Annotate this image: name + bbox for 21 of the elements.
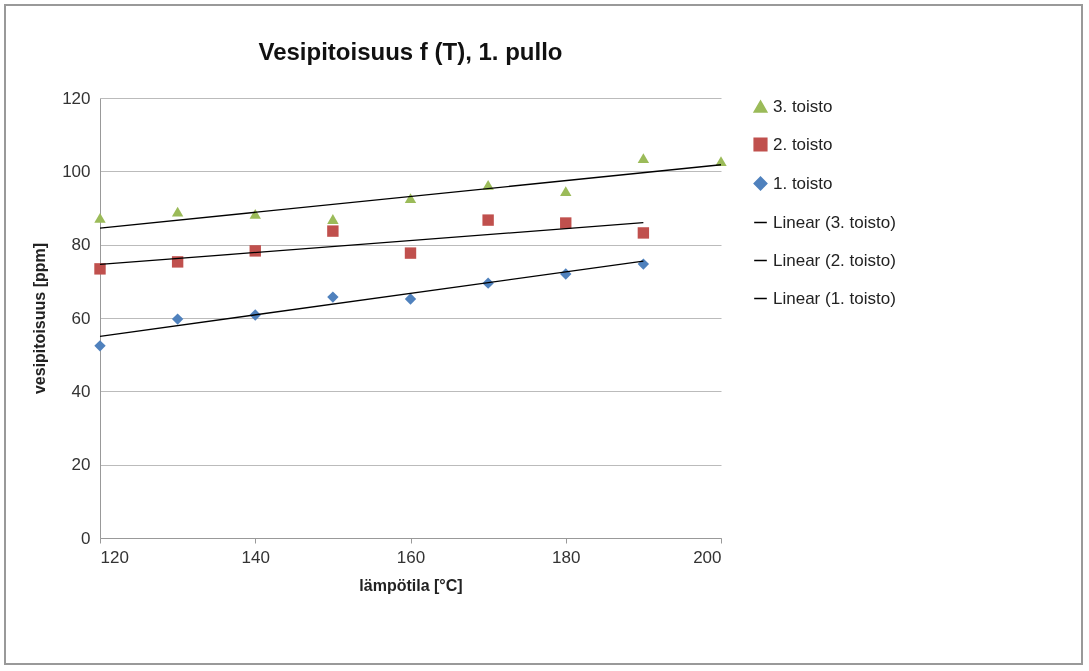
- x-tick-label: 180: [552, 547, 581, 567]
- legend-label: 2. toisto: [773, 134, 833, 154]
- x-tick-label: 120: [100, 547, 129, 567]
- x-axis-title: lämpötila [°C]: [359, 576, 463, 594]
- y-tick-label: 60: [71, 308, 91, 328]
- x-tick-label: 200: [693, 547, 722, 567]
- y-tick-label: 80: [71, 235, 91, 255]
- legend-label: Linear (3. toisto): [773, 212, 896, 232]
- y-axis-title: vesipitoisuus [ppm]: [31, 242, 49, 395]
- legend-label: Linear (1. toisto): [773, 288, 896, 308]
- y-tick-label: 100: [62, 161, 91, 181]
- y-tick-label: 0: [81, 528, 91, 548]
- y-tick-label: 40: [71, 381, 91, 401]
- y-tick-label: 120: [62, 88, 91, 108]
- legend-label: 1. toisto: [773, 173, 833, 193]
- y-tick-label: 20: [71, 455, 91, 475]
- legend-label: Linear (2. toisto): [773, 250, 896, 270]
- chart-title: Vesipitoisuus f (T), 1. pullo: [258, 38, 563, 65]
- x-tick-label: 140: [241, 547, 270, 567]
- x-tick-label: 160: [396, 547, 426, 567]
- legend-label: 3. toisto: [773, 96, 833, 116]
